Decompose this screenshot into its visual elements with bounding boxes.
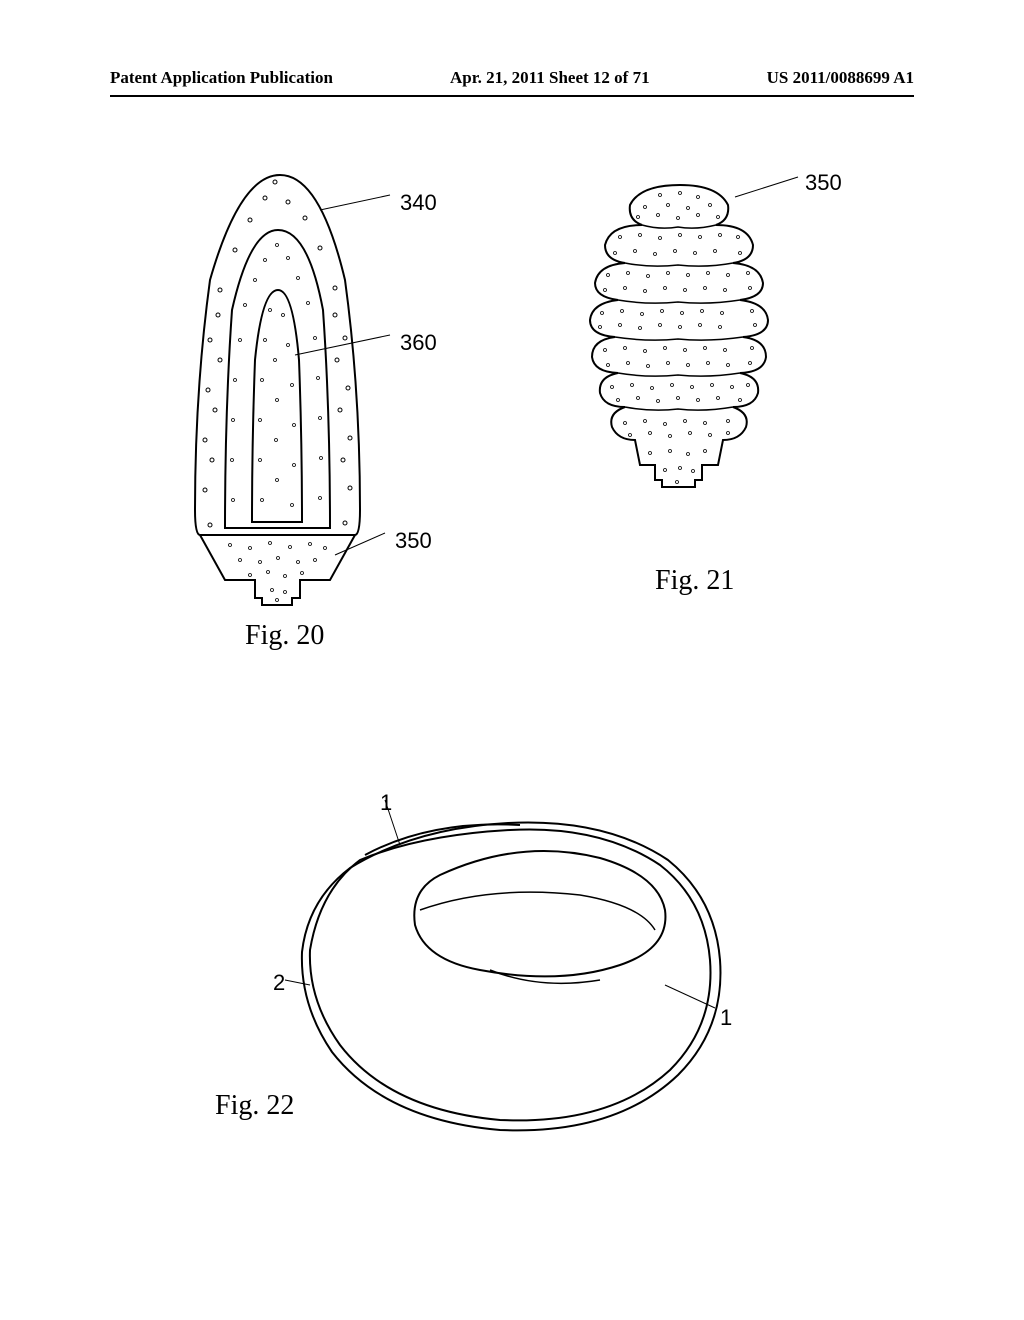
figure-20-drawing <box>180 160 420 610</box>
figure-22-container <box>260 790 740 1150</box>
ref-1-a: 1 <box>380 790 392 816</box>
fig22-label: Fig. 22 <box>215 1090 294 1122</box>
header-left: Patent Application Publication <box>110 68 333 88</box>
fig20-label: Fig. 20 <box>245 620 324 652</box>
figure-22-drawing <box>260 790 740 1150</box>
header-divider <box>110 95 914 97</box>
header-center: Apr. 21, 2011 Sheet 12 of 71 <box>450 68 650 88</box>
fig21-label: Fig. 21 <box>655 565 734 597</box>
figure-20-container <box>180 160 420 610</box>
ref-360: 360 <box>400 330 437 356</box>
figure-21-container <box>580 175 820 535</box>
ref-2: 2 <box>273 970 285 996</box>
ref-350-a: 350 <box>395 528 432 554</box>
page-header: Patent Application Publication Apr. 21, … <box>0 68 1024 88</box>
ref-350-b: 350 <box>805 170 842 196</box>
figure-21-drawing <box>580 175 820 535</box>
ref-340: 340 <box>400 190 437 216</box>
ref-1-b: 1 <box>720 1005 732 1031</box>
header-right: US 2011/0088699 A1 <box>767 68 914 88</box>
